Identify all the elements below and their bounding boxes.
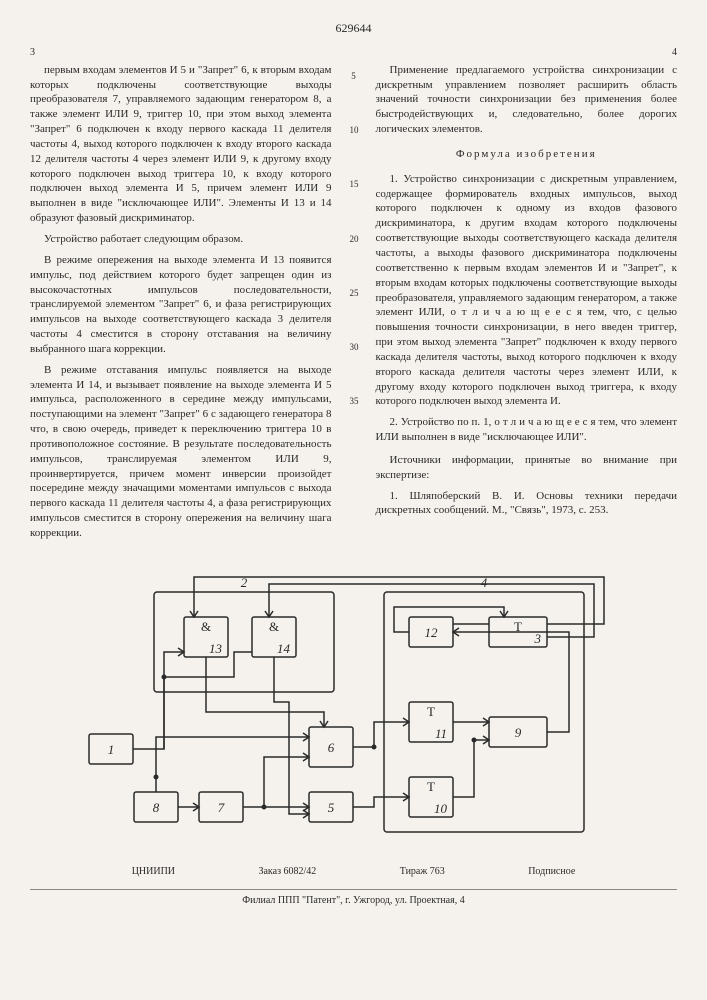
paragraph: В режиме отставания импульс появляется н…	[30, 363, 332, 541]
paragraph: Устройство работает следующим образом.	[30, 232, 332, 247]
line-num: 10	[350, 124, 358, 136]
line-num: 25	[350, 287, 358, 299]
line-num: 35	[350, 395, 358, 407]
circuit-diagram: 24187&13&146512T11T10T39	[74, 562, 634, 852]
page: 629644 3 первым входам элементов И 5 и "…	[0, 0, 707, 928]
svg-text:10: 10	[434, 801, 448, 816]
svg-text:5: 5	[327, 800, 334, 815]
svg-text:3: 3	[533, 631, 541, 646]
patent-number: 629644	[30, 20, 677, 36]
svg-text:1: 1	[107, 742, 114, 757]
left-column: 3 первым входам элементов И 5 и "Запрет"…	[30, 46, 332, 547]
paragraph: Применение предлагаемого устройства синх…	[376, 63, 678, 137]
formula-title: Формула изобретения	[376, 147, 678, 162]
svg-text:&: &	[200, 619, 210, 634]
paragraph: первым входам элементов И 5 и "Запрет" 6…	[30, 63, 332, 226]
svg-text:14: 14	[277, 641, 291, 656]
text-columns: 3 первым входам элементов И 5 и "Запрет"…	[30, 46, 677, 547]
line-numbers: 5 10 15 20 25 30 35	[350, 46, 358, 547]
claim: 2. Устройство по п. 1, о т л и ч а ю щ е…	[376, 415, 678, 445]
svg-text:T: T	[427, 704, 435, 719]
footer-org: ЦНИИПИ	[132, 865, 175, 879]
paragraph: В режиме опережения на выходе элемента И…	[30, 253, 332, 357]
line-num: 20	[350, 233, 358, 245]
svg-text:13: 13	[209, 641, 223, 656]
page-num-right: 4	[376, 46, 678, 60]
line-num: 30	[350, 341, 358, 353]
svg-text:T: T	[427, 779, 435, 794]
sources-title: Источники информации, принятые во вниман…	[376, 453, 678, 483]
footer-row: ЦНИИПИ Заказ 6082/42 Тираж 763 Подписное	[30, 862, 677, 882]
svg-text:6: 6	[327, 740, 334, 755]
footer-tirage: Тираж 763	[400, 865, 445, 879]
line-num: 5	[350, 70, 358, 82]
line-num: 15	[350, 178, 358, 190]
footer-order: Заказ 6082/42	[258, 865, 316, 879]
claim: 1. Устройство синхронизации с дискретным…	[376, 172, 678, 410]
svg-text:11: 11	[434, 726, 446, 741]
footer-branch: Филиал ППП "Патент", г. Ужгород, ул. Про…	[30, 889, 677, 908]
page-num-left: 3	[30, 46, 332, 60]
svg-text:12: 12	[424, 625, 438, 640]
footer-sub: Подписное	[528, 865, 575, 879]
svg-text:7: 7	[217, 800, 224, 815]
svg-text:&: &	[268, 619, 278, 634]
svg-text:8: 8	[152, 800, 159, 815]
svg-text:9: 9	[514, 725, 521, 740]
right-column: 4 Применение предлагаемого устройства си…	[376, 46, 678, 547]
source: 1. Шляпоберский В. И. Основы техники пер…	[376, 489, 678, 519]
